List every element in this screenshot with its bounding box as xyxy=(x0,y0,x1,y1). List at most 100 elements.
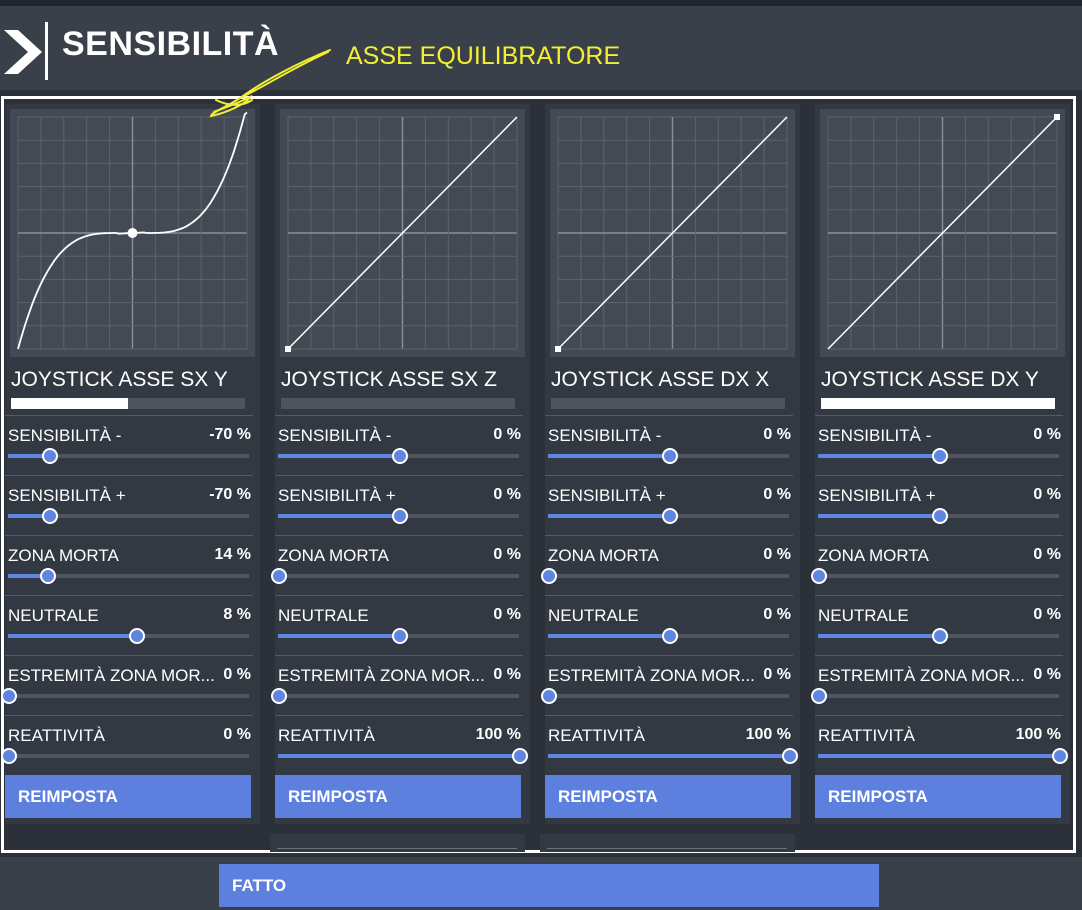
slider-handle[interactable] xyxy=(271,688,287,704)
slider-handle[interactable] xyxy=(1,688,17,704)
slider-track[interactable] xyxy=(278,448,519,464)
slider-handle[interactable] xyxy=(661,448,678,464)
slider-track[interactable] xyxy=(548,508,789,524)
slider-label: REATTIVITÀ xyxy=(8,726,105,745)
slider-value: 0 % xyxy=(763,606,791,623)
reset-button[interactable]: REIMPOSTA xyxy=(815,775,1061,818)
slider-handle[interactable] xyxy=(811,688,827,704)
slider-fill xyxy=(818,634,939,638)
slider-row: REATTIVITÀ 0 % xyxy=(1,715,260,775)
slider-handle[interactable] xyxy=(1052,748,1068,764)
page-title: SENSIBILITÀ xyxy=(62,25,280,63)
slider-value: 100 % xyxy=(475,726,521,743)
slider-track[interactable] xyxy=(8,508,249,524)
slider-handle[interactable] xyxy=(931,628,948,644)
slider-track[interactable] xyxy=(811,568,1059,584)
slider-handle[interactable] xyxy=(811,568,827,584)
slider-label: SENSIBILITÀ + xyxy=(278,486,396,505)
response-curve-graph xyxy=(285,116,518,352)
slider-fill xyxy=(8,574,47,578)
slider-handle[interactable] xyxy=(931,508,948,524)
response-curve-area xyxy=(820,109,1065,357)
slider-handle[interactable] xyxy=(391,448,408,464)
slider-handle[interactable] xyxy=(1,748,17,764)
slider-track[interactable] xyxy=(548,748,798,764)
slider-label: REATTIVITÀ xyxy=(548,726,645,745)
slider-handle[interactable] xyxy=(782,748,798,764)
slider-fill xyxy=(278,754,519,758)
slider-fill xyxy=(8,514,49,518)
response-curve-graph xyxy=(555,116,788,352)
slider-label: SENSIBILITÀ + xyxy=(8,486,126,505)
row-separator xyxy=(545,655,793,656)
reset-button[interactable]: REIMPOSTA xyxy=(275,775,521,818)
slider-handle[interactable] xyxy=(39,568,56,584)
slider-handle[interactable] xyxy=(271,568,287,584)
slider-track[interactable] xyxy=(1,748,249,764)
slider-handle[interactable] xyxy=(128,628,145,644)
slider-track[interactable] xyxy=(541,568,789,584)
slider-track[interactable] xyxy=(811,688,1059,704)
slider-row: SENSIBILITÀ + -70 % xyxy=(5,475,260,535)
input-position-marker xyxy=(1054,114,1060,120)
done-button[interactable]: FATTO xyxy=(219,864,879,907)
row-separator xyxy=(5,475,253,476)
slider-label: NEUTRALE xyxy=(818,606,909,625)
slider-handle[interactable] xyxy=(661,628,678,644)
axis-name: JOYSTICK ASSE DX X xyxy=(551,368,770,391)
footer-bar: FATTO xyxy=(0,857,1082,910)
slider-track[interactable] xyxy=(271,688,519,704)
slider-track[interactable] xyxy=(8,628,249,644)
slider-label: ESTREMITÀ ZONA MOR... xyxy=(818,666,1025,685)
chevron-right-logo-icon[interactable] xyxy=(4,22,44,82)
slider-value: 0 % xyxy=(763,426,791,443)
slider-track[interactable] xyxy=(548,628,789,644)
axis-panel: JOYSTICK ASSE DX Y SENSIBILITÀ -0 % SENSIB… xyxy=(811,104,1070,824)
slider-fill xyxy=(8,634,136,638)
response-curve-graph xyxy=(827,114,1060,350)
slider-value: -70 % xyxy=(209,426,251,443)
row-separator xyxy=(815,715,1063,716)
slider-fill xyxy=(818,754,1059,758)
slider-handle[interactable] xyxy=(512,748,528,764)
slider-track[interactable] xyxy=(818,508,1059,524)
axis-input-bar xyxy=(11,398,245,409)
slider-track[interactable] xyxy=(278,508,519,524)
slider-value: 0 % xyxy=(763,546,791,563)
slider-track[interactable] xyxy=(548,448,789,464)
next-row-panel-stub xyxy=(540,834,795,852)
row-separator xyxy=(815,535,1063,536)
slider-track[interactable] xyxy=(541,688,789,704)
row-separator xyxy=(815,595,1063,596)
slider-track[interactable] xyxy=(8,448,249,464)
slider-row: ESTREMITÀ ZONA MOR... 0 % xyxy=(541,655,800,715)
slider-label: ZONA MORTA xyxy=(818,546,929,565)
slider-track[interactable] xyxy=(818,448,1059,464)
slider-handle[interactable] xyxy=(661,508,678,524)
row-separator xyxy=(545,475,793,476)
reset-button[interactable]: REIMPOSTA xyxy=(545,775,791,818)
slider-handle[interactable] xyxy=(41,508,58,524)
slider-track[interactable] xyxy=(8,568,249,584)
slider-track[interactable] xyxy=(278,748,528,764)
reset-button[interactable]: REIMPOSTA xyxy=(5,775,251,818)
slider-track[interactable] xyxy=(271,568,519,584)
slider-handle[interactable] xyxy=(41,448,58,464)
row-separator xyxy=(545,595,793,596)
slider-track[interactable] xyxy=(1,688,249,704)
row-separator xyxy=(275,535,523,536)
response-curve-area xyxy=(550,109,795,357)
slider-handle[interactable] xyxy=(391,508,408,524)
slider-handle[interactable] xyxy=(541,688,557,704)
slider-label: NEUTRALE xyxy=(8,606,99,625)
slider-fill xyxy=(278,514,399,518)
slider-track[interactable] xyxy=(278,628,519,644)
slider-handle[interactable] xyxy=(391,628,408,644)
slider-handle[interactable] xyxy=(931,448,948,464)
slider-handle[interactable] xyxy=(541,568,557,584)
slider-row: SENSIBILITÀ - 0 % xyxy=(545,415,800,475)
slider-track[interactable] xyxy=(818,748,1068,764)
axis-input-bar xyxy=(281,398,515,409)
slider-value: 0 % xyxy=(223,726,251,743)
slider-track[interactable] xyxy=(818,628,1059,644)
